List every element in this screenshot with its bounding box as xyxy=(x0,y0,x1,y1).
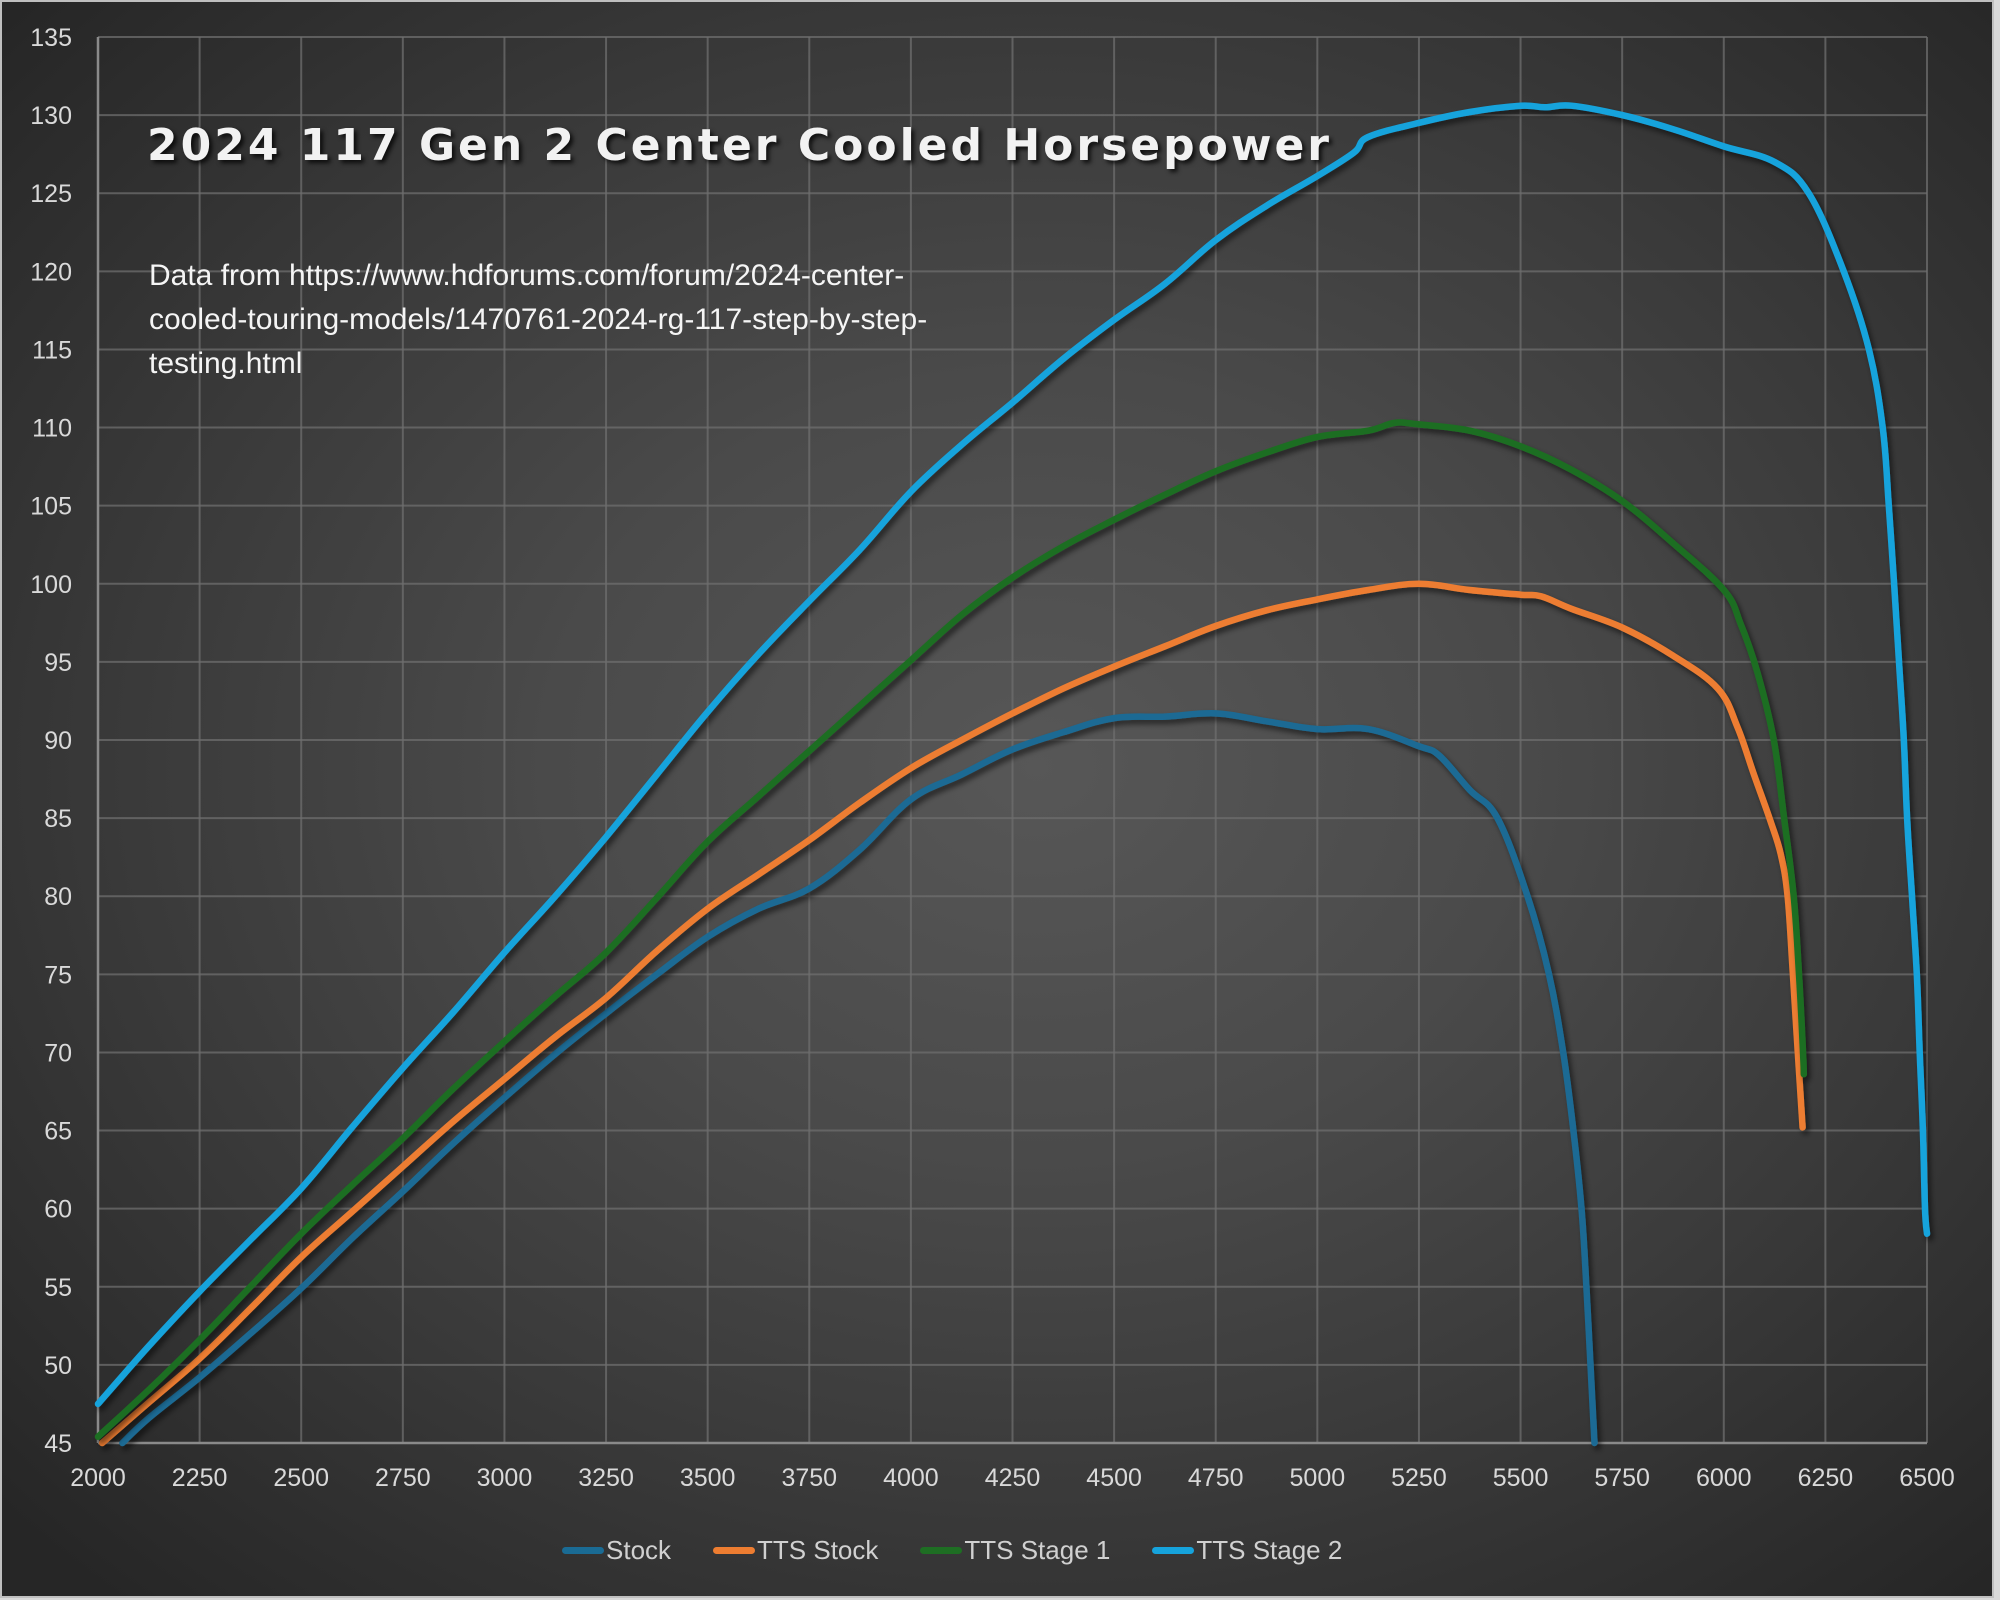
y-tick-label: 95 xyxy=(44,649,72,677)
legend-label: TTS Stock xyxy=(757,1534,879,1565)
x-tick-label: 6500 xyxy=(1899,1464,1955,1492)
legend-label: TTS Stage 1 xyxy=(964,1534,1111,1565)
series-lines xyxy=(94,102,1931,1447)
x-tick-label: 4500 xyxy=(1086,1464,1142,1492)
legend: Stock TTS Stock TTS Stage 1 TTS Stage 2 xyxy=(562,1530,1342,1570)
legend-label: TTS Stage 2 xyxy=(1196,1534,1343,1565)
y-tick-label: 120 xyxy=(30,258,72,286)
x-tick-label: 6000 xyxy=(1696,1464,1752,1492)
annotation-line: Data from https://www.hdforums.com/forum… xyxy=(149,259,905,292)
y-tick-label: 105 xyxy=(30,493,72,521)
legend-item-tts-stage-1[interactable]: TTS Stage 1 xyxy=(920,1535,1110,1566)
y-tick-label: 90 xyxy=(44,727,72,755)
y-tick-label: 80 xyxy=(44,883,72,911)
y-tick-label: 50 xyxy=(44,1352,72,1380)
source-annotation: Data from https://www.hdforums.com/forum… xyxy=(149,254,1049,386)
x-tick-label: 4000 xyxy=(883,1464,939,1492)
y-tick-label: 100 xyxy=(30,571,72,599)
y-tick-label: 65 xyxy=(44,1118,72,1146)
legend-swatch xyxy=(713,1546,756,1554)
series-line-tts-stage-1 xyxy=(94,419,1808,1441)
x-tick-label: 2500 xyxy=(273,1464,329,1492)
x-tick-label: 5750 xyxy=(1594,1464,1650,1492)
x-tick-label: 4750 xyxy=(1188,1464,1244,1492)
y-tick-label: 115 xyxy=(32,336,72,364)
chart-title: 2024 117 Gen 2 Center Cooled Horsepower xyxy=(147,120,1333,171)
axes: 2000 2250 2500 2750 3000 3250 3500 3750 4000 4250… xyxy=(30,24,1955,1492)
x-tick-label: 2250 xyxy=(172,1464,228,1492)
y-tick-label: 75 xyxy=(44,961,72,989)
y-tick-label: 110 xyxy=(32,415,72,443)
x-tick-label: 2750 xyxy=(375,1464,431,1492)
y-tick-label: 135 xyxy=(30,24,72,52)
x-tick-label: 5500 xyxy=(1493,1464,1549,1492)
legend-swatch xyxy=(1152,1546,1195,1554)
x-tick-label: 3750 xyxy=(781,1464,837,1492)
y-tick-label: 125 xyxy=(30,180,72,208)
gridlines xyxy=(98,36,1928,1443)
x-tick-label: 5000 xyxy=(1290,1464,1346,1492)
x-tick-label: 3000 xyxy=(477,1464,533,1492)
legend-item-stock[interactable]: Stock xyxy=(562,1535,671,1566)
series-line-tts-stock xyxy=(98,580,1806,1447)
series-line-stock xyxy=(119,710,1598,1447)
x-tick-label: 4250 xyxy=(985,1464,1041,1492)
x-tick-label: 3500 xyxy=(680,1464,736,1492)
annotation-line: testing.html xyxy=(149,347,303,380)
series-line-tts-stage-2 xyxy=(94,102,1931,1408)
y-tick-label: 60 xyxy=(44,1196,72,1224)
legend-swatch xyxy=(562,1546,604,1554)
x-tick-label: 2000 xyxy=(70,1464,126,1492)
x-tick-label: 3250 xyxy=(578,1464,634,1492)
y-tick-label: 55 xyxy=(44,1274,72,1302)
y-tick-label: 45 xyxy=(44,1430,72,1458)
legend-item-tts-stock[interactable]: TTS Stock xyxy=(713,1535,878,1566)
y-tick-label: 130 xyxy=(30,102,72,130)
x-tick-label: 5250 xyxy=(1391,1464,1447,1492)
annotation-line: cooled-touring-models/1470761-2024-rg-11… xyxy=(149,303,928,336)
y-tick-label: 85 xyxy=(44,805,72,833)
y-tick-label: 70 xyxy=(44,1039,72,1067)
x-tick-label: 6250 xyxy=(1798,1464,1854,1492)
legend-label: Stock xyxy=(606,1534,672,1565)
legend-item-tts-stage-2[interactable]: TTS Stage 2 xyxy=(1152,1535,1342,1566)
legend-swatch xyxy=(920,1546,963,1554)
